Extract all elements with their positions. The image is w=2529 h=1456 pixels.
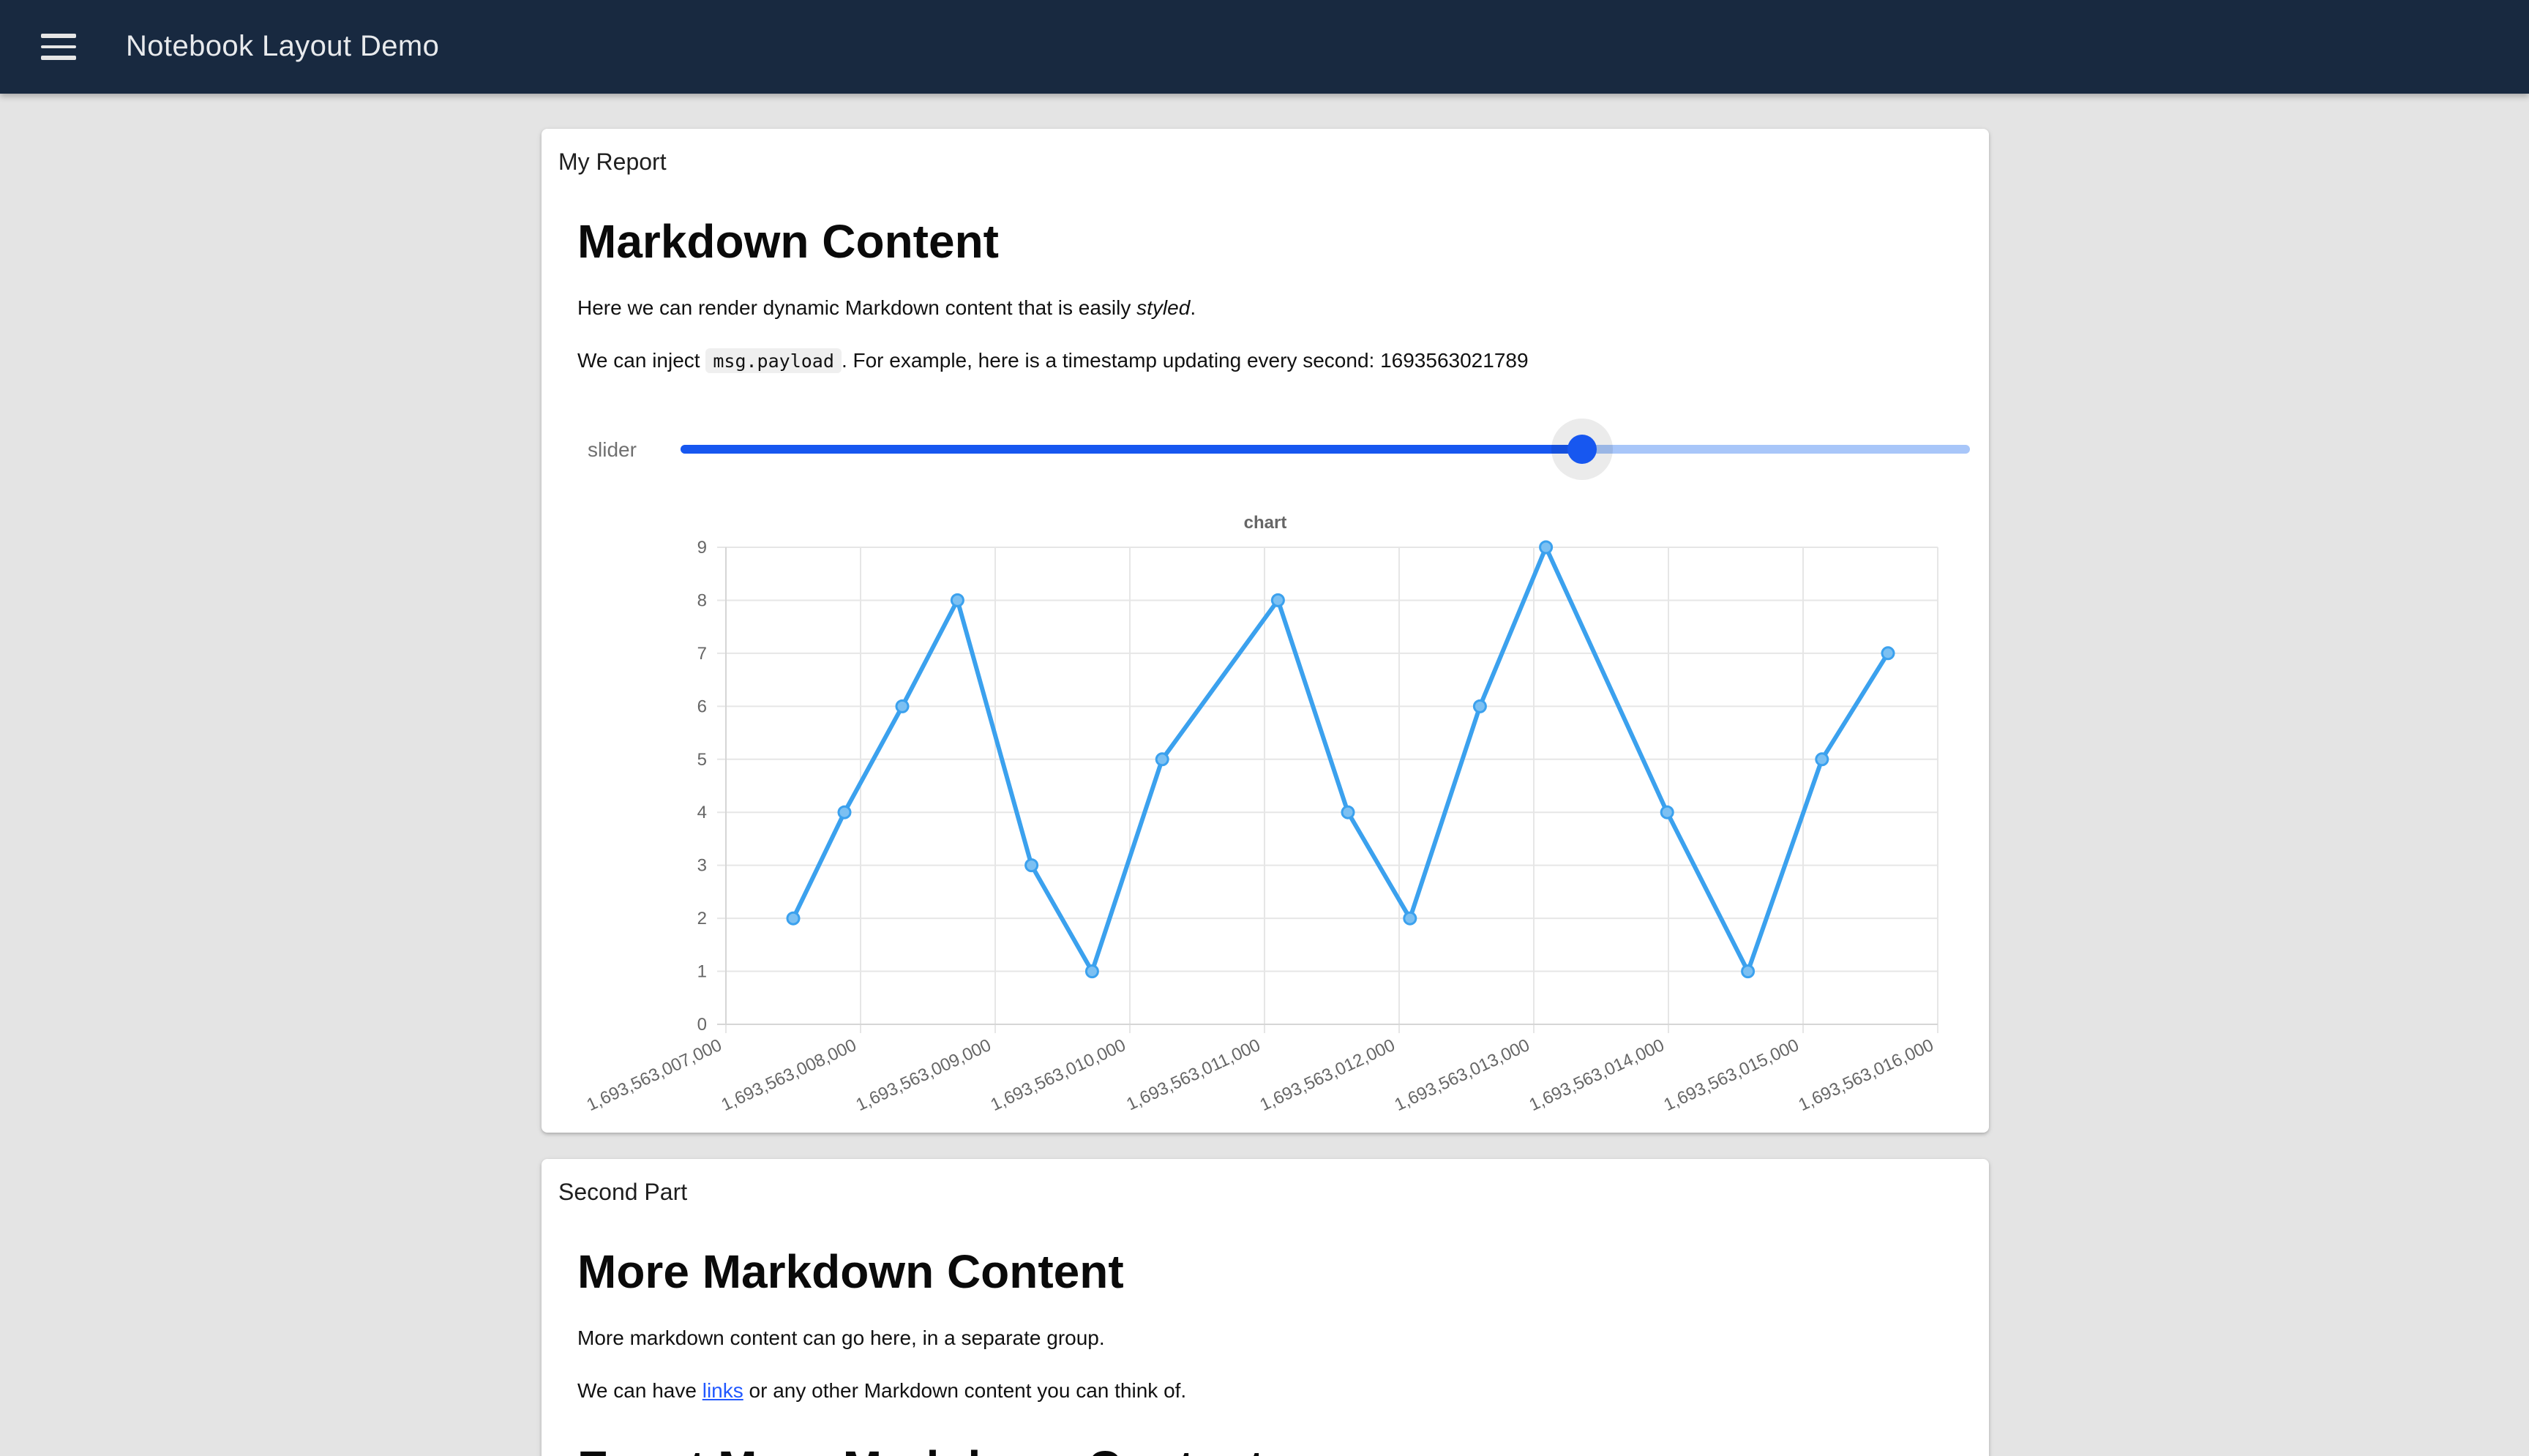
chart-line [790,545,1889,974]
slider-widget: slider [541,419,1988,480]
svg-text:1,693,563,008,000: 1,693,563,008,000 [718,1035,859,1115]
chart-point [1880,646,1895,661]
svg-text:1,693,563,007,000: 1,693,563,007,000 [583,1035,724,1115]
inline-code: msg.payload [705,348,842,373]
chart-point [1270,593,1284,607]
chart-point [1402,911,1417,926]
svg-text:1: 1 [697,962,706,982]
markdown-paragraph-links: We can have links or any other Markdown … [577,1376,1952,1405]
svg-text:0: 0 [697,1015,706,1035]
second-card-title: Second Part [558,1181,688,1206]
chart-point [1814,752,1829,767]
slider-thumb[interactable] [1567,435,1597,464]
page-content: My Report Markdown Content Here we can r… [0,94,2529,1456]
svg-text:1,693,563,016,000: 1,693,563,016,000 [1795,1035,1936,1115]
chart-point [1659,805,1674,819]
report-card-title: My Report [558,151,667,176]
chart-point [785,911,800,926]
svg-text:1,693,563,014,000: 1,693,563,014,000 [1526,1035,1667,1115]
chart-point [1538,540,1553,555]
slider-track[interactable] [680,419,1969,480]
chart-point [836,805,851,819]
line-chart[interactable]: chart 0 1 2 3 4 5 6 7 8 9 1,693,563,007,000 1,693,56… [577,498,1952,1118]
second-card: Second Part More Markdown Content More m… [541,1159,1988,1456]
paragraph-text: Here we can render dynamic Markdown cont… [577,296,1137,319]
more-markdown-heading: More Markdown Content [577,1245,1124,1298]
chart-canvas: chart01234567891,693,563,007,0001,693,56… [583,513,1938,1115]
chart-point [1472,699,1486,713]
svg-text:1,693,563,010,000: 1,693,563,010,000 [987,1035,1128,1115]
timestamp-value: 1693563021789 [1380,348,1529,372]
svg-text:8: 8 [697,590,706,610]
even-more-markdown-heading: Event More Markdown Content [577,1440,1952,1456]
markdown-block-2: More Markdown Content More markdown cont… [541,1244,1988,1456]
slider-track-fill[interactable] [680,445,1583,454]
svg-text:6: 6 [697,697,706,716]
chart-point [894,699,909,713]
svg-text:1,693,563,013,000: 1,693,563,013,000 [1391,1035,1532,1115]
svg-text:7: 7 [697,644,706,664]
markdown-heading: Markdown Content [577,215,999,268]
hamburger-menu-icon[interactable] [32,20,85,73]
report-card: My Report Markdown Content Here we can r… [541,129,1988,1133]
italic-text: styled [1136,296,1191,319]
paragraph-text: We can have [577,1378,702,1402]
markdown-paragraph-group: More markdown content can go here, in a … [577,1326,1105,1349]
svg-text:1,693,563,011,000: 1,693,563,011,000 [1123,1035,1262,1114]
svg-text:1,693,563,009,000: 1,693,563,009,000 [853,1035,994,1115]
svg-text:1,693,563,015,000: 1,693,563,015,000 [1660,1035,1802,1115]
app-bar: Notebook Layout Demo [0,0,2529,94]
chart-title: chart [1243,513,1286,533]
paragraph-text: . For example, here is a timestamp updat… [841,348,1381,372]
svg-text:5: 5 [697,750,706,770]
paragraph-text: or any other Markdown content you can th… [743,1378,1187,1402]
markdown-paragraph-styled: Here we can render dynamic Markdown cont… [577,293,1952,322]
chart-point [1154,752,1169,767]
paragraph-text: . [1190,296,1196,319]
svg-text:9: 9 [697,538,706,558]
markdown-paragraph-timestamp: We can inject msg.payload. For example, … [577,345,1952,376]
svg-text:3: 3 [697,856,706,876]
svg-text:1,693,563,012,000: 1,693,563,012,000 [1256,1035,1398,1115]
svg-text:2: 2 [697,909,706,928]
chart-point [949,593,964,607]
slider-label: slider [588,438,637,461]
chart-point [1084,964,1098,979]
svg-text:4: 4 [697,803,706,822]
markdown-block: Markdown Content Here we can render dyna… [541,214,1988,376]
links-link[interactable]: links [702,1378,743,1402]
chart-point [1740,964,1755,979]
chart-point [1340,805,1355,819]
chart-point [1024,858,1038,873]
paragraph-text: We can inject [577,348,706,372]
app-title: Notebook Layout Demo [126,30,440,62]
